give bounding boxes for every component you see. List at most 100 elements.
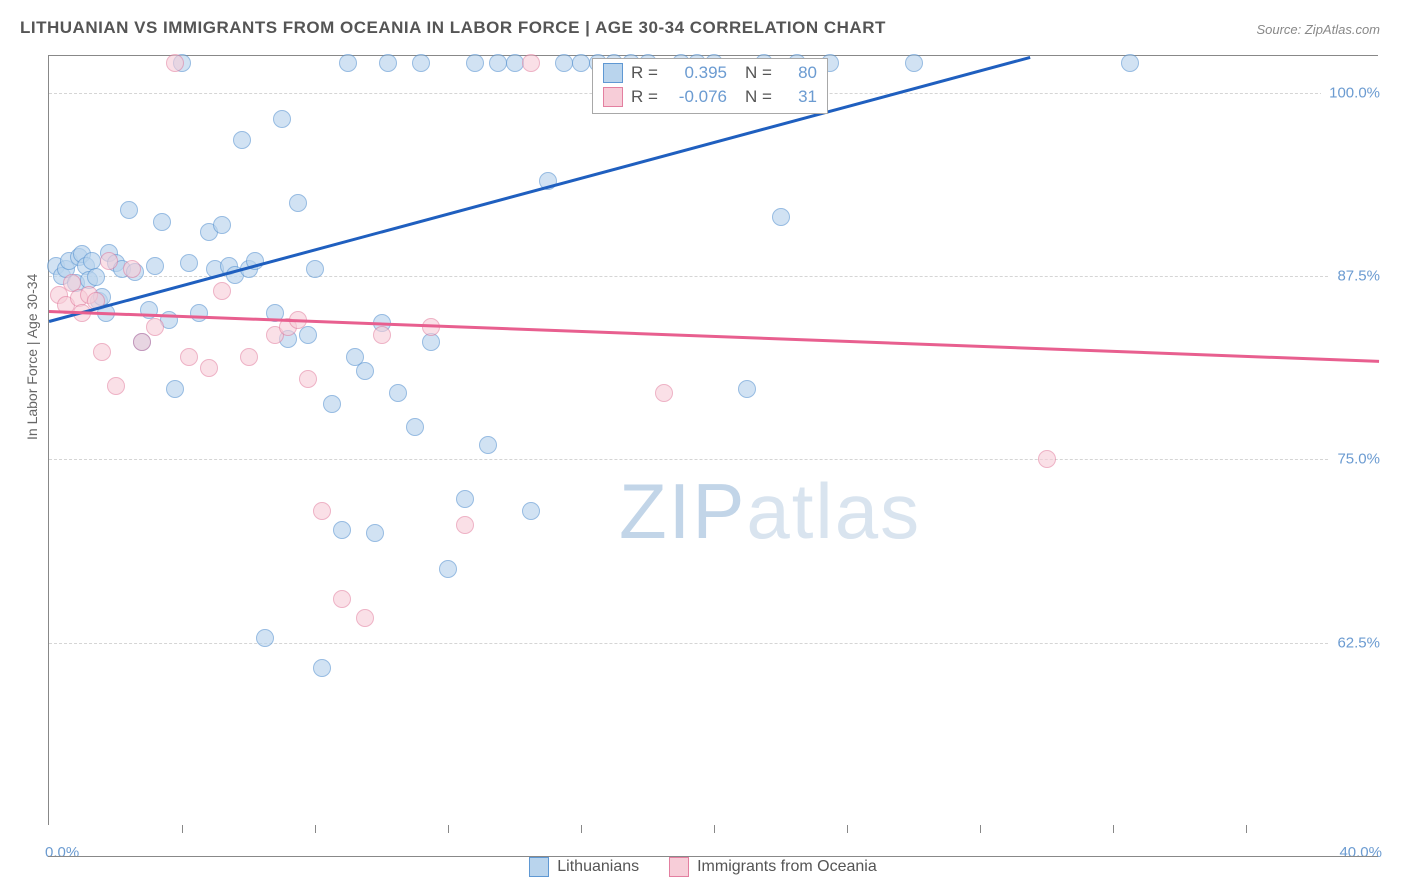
scatter-point-lith [313, 659, 331, 677]
scatter-point-ocea [93, 343, 111, 361]
y-tick-label: 62.5% [1329, 634, 1380, 651]
scatter-point-lith [456, 490, 474, 508]
scatter-point-lith [233, 131, 251, 149]
scatter-point-lith [1121, 54, 1139, 72]
y-tick-label: 75.0% [1329, 451, 1380, 468]
scatter-point-ocea [333, 590, 351, 608]
scatter-point-ocea [107, 377, 125, 395]
legend-label: Immigrants from Oceania [697, 858, 877, 876]
scatter-point-lith [146, 257, 164, 275]
scatter-point-lith [379, 54, 397, 72]
scatter-point-lith [190, 304, 208, 322]
scatter-point-lith [466, 54, 484, 72]
legend-swatch-icon [603, 87, 623, 107]
scatter-point-lith [479, 436, 497, 454]
legend-swatch-icon [603, 63, 623, 83]
scatter-point-ocea [240, 348, 258, 366]
legend-item: Lithuanians [529, 857, 639, 877]
legend-swatch-icon [669, 857, 689, 877]
source-label: Source: ZipAtlas.com [1256, 22, 1380, 37]
scatter-point-lith [323, 395, 341, 413]
stats-row-lith: R = 0.395 N = 80 [603, 61, 817, 85]
scatter-point-ocea [356, 609, 374, 627]
scatter-point-lith [772, 208, 790, 226]
scatter-point-ocea [133, 333, 151, 351]
legend-item: Immigrants from Oceania [669, 857, 877, 877]
scatter-point-ocea [123, 260, 141, 278]
x-tick [315, 825, 316, 833]
scatter-point-lith [299, 326, 317, 344]
x-tick [581, 825, 582, 833]
scatter-point-lith [366, 524, 384, 542]
scatter-point-lith [738, 380, 756, 398]
scatter-point-lith [339, 54, 357, 72]
scatter-point-ocea [313, 502, 331, 520]
r-value: -0.076 [669, 87, 727, 107]
watermark-atlas: atlas [746, 467, 921, 555]
scatter-point-ocea [180, 348, 198, 366]
scatter-point-ocea [213, 282, 231, 300]
x-tick [1246, 825, 1247, 833]
x-tick [1113, 825, 1114, 833]
x-tick [847, 825, 848, 833]
y-tick-label: 87.5% [1329, 268, 1380, 285]
scatter-point-ocea [373, 326, 391, 344]
scatter-point-lith [439, 560, 457, 578]
scatter-point-lith [83, 252, 101, 270]
bottom-legend: Lithuanians Immigrants from Oceania [0, 857, 1406, 877]
scatter-point-lith [213, 216, 231, 234]
scatter-point-lith [153, 213, 171, 231]
scatter-point-lith [406, 418, 424, 436]
scatter-point-lith [905, 54, 923, 72]
scatter-point-ocea [655, 384, 673, 402]
gridline [49, 459, 1378, 460]
scatter-point-lith [87, 268, 105, 286]
x-tick [714, 825, 715, 833]
x-tick [448, 825, 449, 833]
trend-line-lith [49, 56, 1031, 322]
scatter-point-ocea [166, 54, 184, 72]
r-label: R = [631, 87, 661, 107]
scatter-point-lith [166, 380, 184, 398]
scatter-point-lith [522, 502, 540, 520]
x-tick [980, 825, 981, 833]
scatter-point-ocea [422, 318, 440, 336]
scatter-chart-area: ZIPatlas 100.0%87.5%75.0%62.5%0.0%40.0% [48, 55, 1378, 825]
scatter-point-lith [273, 110, 291, 128]
scatter-point-lith [412, 54, 430, 72]
r-label: R = [631, 63, 661, 83]
scatter-point-lith [356, 362, 374, 380]
scatter-point-ocea [100, 252, 118, 270]
scatter-point-lith [572, 54, 590, 72]
legend-label: Lithuanians [557, 858, 639, 876]
scatter-point-lith [180, 254, 198, 272]
y-tick-label: 100.0% [1321, 84, 1380, 101]
correlation-stats-box: R = 0.395 N = 80 R = -0.076 N = 31 [592, 58, 828, 114]
scatter-point-ocea [522, 54, 540, 72]
scatter-point-lith [256, 629, 274, 647]
scatter-point-ocea [1038, 450, 1056, 468]
r-value: 0.395 [669, 63, 727, 83]
watermark-zip: ZIP [619, 467, 746, 555]
scatter-point-lith [506, 54, 524, 72]
n-label: N = [745, 63, 775, 83]
watermark-text: ZIPatlas [619, 466, 921, 557]
gridline [49, 643, 1378, 644]
scatter-point-ocea [200, 359, 218, 377]
scatter-point-lith [555, 54, 573, 72]
y-axis-title: In Labor Force | Age 30-34 [24, 274, 40, 440]
legend-swatch-icon [529, 857, 549, 877]
x-tick [182, 825, 183, 833]
scatter-point-lith [333, 521, 351, 539]
scatter-point-ocea [456, 516, 474, 534]
scatter-point-ocea [299, 370, 317, 388]
n-value: 80 [783, 63, 817, 83]
scatter-point-ocea [146, 318, 164, 336]
scatter-point-lith [489, 54, 507, 72]
scatter-point-lith [306, 260, 324, 278]
scatter-point-lith [120, 201, 138, 219]
n-value: 31 [783, 87, 817, 107]
n-label: N = [745, 87, 775, 107]
chart-title: LITHUANIAN VS IMMIGRANTS FROM OCEANIA IN… [20, 18, 886, 38]
scatter-point-lith [289, 194, 307, 212]
